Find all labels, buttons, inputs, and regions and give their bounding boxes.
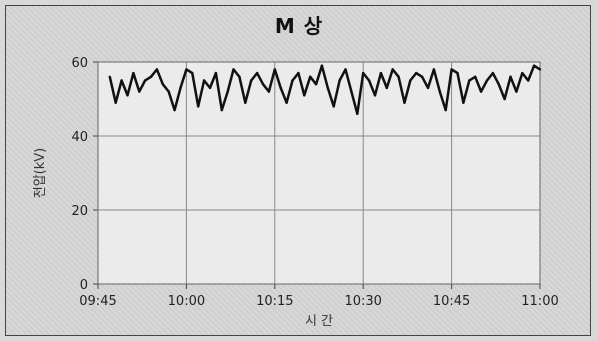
data-point [409, 79, 412, 82]
x-tick-label: 10:30 [344, 294, 381, 309]
grid-lines [98, 62, 540, 284]
data-point [485, 79, 489, 82]
data-point [444, 108, 447, 112]
data-point [285, 101, 288, 104]
data-point [250, 79, 253, 82]
data-point [244, 101, 247, 104]
data-point [397, 75, 400, 79]
y-tick-label: 0 [80, 278, 88, 293]
data-point [403, 101, 406, 104]
data-point [196, 105, 200, 108]
data-point [138, 90, 141, 93]
x-tick-label: 10:15 [256, 294, 293, 309]
data-point [350, 90, 353, 93]
data-point [338, 79, 341, 82]
data-point [232, 68, 235, 71]
y-axis-label: 전압(kV) [33, 148, 48, 199]
data-point [255, 71, 259, 75]
series-group [108, 64, 542, 116]
x-tick-label: 09:45 [79, 294, 116, 309]
x-tick-labels: 09:45 10:00 10:15 10:30 10:45 11:00 [79, 284, 559, 309]
data-point [126, 94, 129, 97]
data-point [468, 79, 471, 82]
data-point [202, 79, 206, 82]
data-point [356, 112, 359, 116]
data-point [538, 68, 542, 71]
data-point [120, 79, 123, 82]
chart-title: M 상 [274, 14, 324, 38]
x-tick-label: 11:00 [521, 294, 558, 309]
data-point [473, 75, 477, 79]
data-point [173, 108, 176, 112]
series-line [108, 64, 541, 116]
data-point [391, 68, 394, 71]
data-point [308, 75, 312, 79]
data-point [303, 94, 306, 97]
data-point [367, 79, 371, 82]
data-point [226, 90, 229, 93]
data-point [521, 71, 524, 75]
data-point [185, 68, 188, 71]
data-point [426, 86, 430, 90]
data-point [509, 75, 512, 79]
x-tick-label: 10:45 [433, 294, 470, 309]
data-point [267, 90, 271, 93]
data-point [132, 71, 135, 75]
data-point [532, 64, 536, 67]
data-point [291, 79, 294, 82]
y-tick-label: 40 [71, 130, 88, 145]
data-point [108, 75, 111, 79]
data-point [497, 83, 500, 86]
data-point [273, 68, 276, 71]
data-point [385, 86, 388, 90]
plot-area [97, 61, 541, 285]
x-axis-label: 시 간 [305, 314, 333, 329]
data-point [261, 83, 265, 86]
data-point [161, 83, 165, 86]
data-point [438, 90, 442, 93]
data-point [479, 90, 483, 93]
data-point [326, 86, 330, 90]
data-point [344, 68, 347, 71]
data-point [167, 90, 170, 93]
y-tick-label: 60 [71, 56, 88, 71]
data-point [379, 71, 383, 75]
data-point [214, 71, 218, 75]
x-tick-label: 10:00 [168, 294, 205, 309]
data-point [191, 71, 194, 75]
data-point [279, 86, 282, 90]
data-point [179, 86, 182, 90]
data-point [314, 83, 318, 86]
data-point [332, 105, 335, 108]
data-point [373, 94, 377, 97]
data-point [450, 68, 453, 71]
data-point [155, 68, 159, 71]
data-point [515, 90, 518, 93]
data-point [362, 71, 365, 75]
data-point [297, 71, 300, 75]
data-point [114, 101, 117, 104]
data-point [238, 75, 241, 79]
data-point [503, 97, 506, 101]
data-point [149, 75, 153, 79]
data-point [415, 71, 418, 75]
y-tick-label: 20 [71, 204, 88, 219]
data-point [462, 101, 465, 104]
data-point [208, 86, 212, 90]
data-point [220, 108, 223, 112]
y-tick-labels: 0 20 40 60 [71, 56, 98, 293]
data-point [320, 64, 324, 67]
data-point [527, 79, 530, 82]
data-point [491, 71, 495, 75]
data-point [420, 75, 424, 79]
data-point [456, 71, 459, 75]
data-point [143, 79, 147, 82]
data-point [432, 68, 436, 71]
